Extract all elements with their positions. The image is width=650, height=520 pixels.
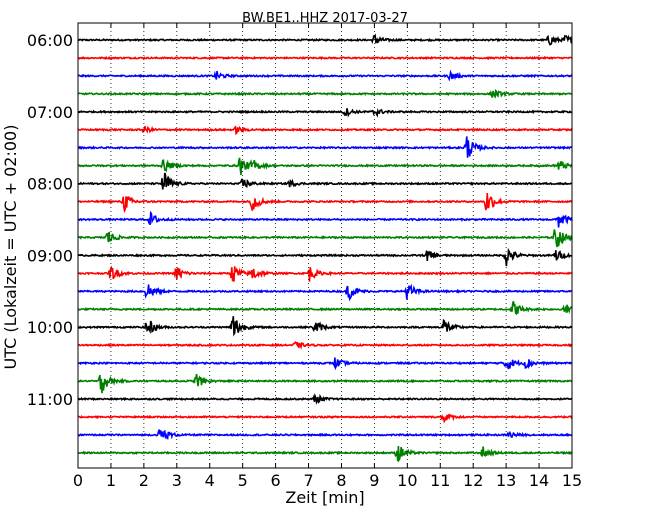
- trace-0915: [77, 265, 573, 282]
- x-tick-label: 14: [529, 471, 549, 490]
- x-tick-label: 1: [106, 471, 116, 490]
- trace-1015: [77, 340, 573, 350]
- y-tick-label: 07:00: [27, 103, 73, 122]
- trace-0830: [77, 210, 573, 228]
- trace-0700: [77, 107, 573, 118]
- x-tick-label: 10: [397, 471, 417, 490]
- x-tick-label: 3: [172, 471, 182, 490]
- x-tick-label: 12: [463, 471, 483, 490]
- chart-title: BW.BE1..HHZ 2017-03-27: [242, 11, 408, 26]
- x-tick-label: 15: [562, 471, 582, 490]
- trace-1030: [77, 357, 573, 371]
- trace-1130: [77, 429, 573, 440]
- y-tick-label: 10:00: [27, 318, 73, 337]
- x-tick-label: 4: [205, 471, 215, 490]
- trace-group: [77, 33, 573, 463]
- x-tick-label: 2: [139, 471, 149, 490]
- trace-0600: [77, 33, 573, 46]
- x-tick-label: 8: [336, 471, 346, 490]
- trace-1045: [78, 373, 573, 394]
- trace-1100: [77, 392, 573, 405]
- x-tick-label: 13: [496, 471, 516, 490]
- trace-1145: [77, 445, 573, 463]
- trace-0730: [77, 136, 573, 158]
- y-tick-label: 09:00: [27, 246, 73, 265]
- x-axis: 0 1 2 3 4 5 6 7 8 9 10 11 12 13 14 15: [73, 23, 582, 490]
- trace-0845: [77, 229, 573, 248]
- x-axis-label: Zeit [min]: [285, 488, 364, 507]
- y-tick-label: 08:00: [27, 175, 73, 194]
- trace-0715: [77, 125, 573, 136]
- trace-0900: [77, 247, 573, 267]
- y-tick-label: 11:00: [27, 390, 73, 409]
- trace-1000: [77, 316, 573, 337]
- trace-0745: [77, 157, 573, 175]
- x-tick-label: 7: [303, 471, 313, 490]
- trace-0815: [77, 193, 573, 214]
- y-tick-label: 06:00: [27, 31, 73, 50]
- plot-frame: [77, 22, 573, 469]
- trace-1115: [77, 413, 573, 424]
- gridlines: [110, 23, 540, 468]
- trace-0630: [77, 69, 573, 82]
- x-tick-label: 9: [369, 471, 379, 490]
- trace-0945: [78, 300, 573, 316]
- x-tick-label: 11: [430, 471, 450, 490]
- trace-0645: [77, 88, 573, 99]
- x-tick-label: 5: [238, 471, 248, 490]
- trace-0615: [78, 55, 573, 61]
- trace-0800: [77, 172, 573, 190]
- y-axis-label: UTC (Lokalzeit = UTC + 02:00): [1, 125, 20, 370]
- y-axis: 06:00 07:00 08:00 09:00 10:00 11:00: [27, 31, 83, 409]
- x-tick-label: 0: [73, 471, 83, 490]
- trace-0930: [77, 283, 573, 302]
- x-tick-label: 6: [271, 471, 281, 490]
